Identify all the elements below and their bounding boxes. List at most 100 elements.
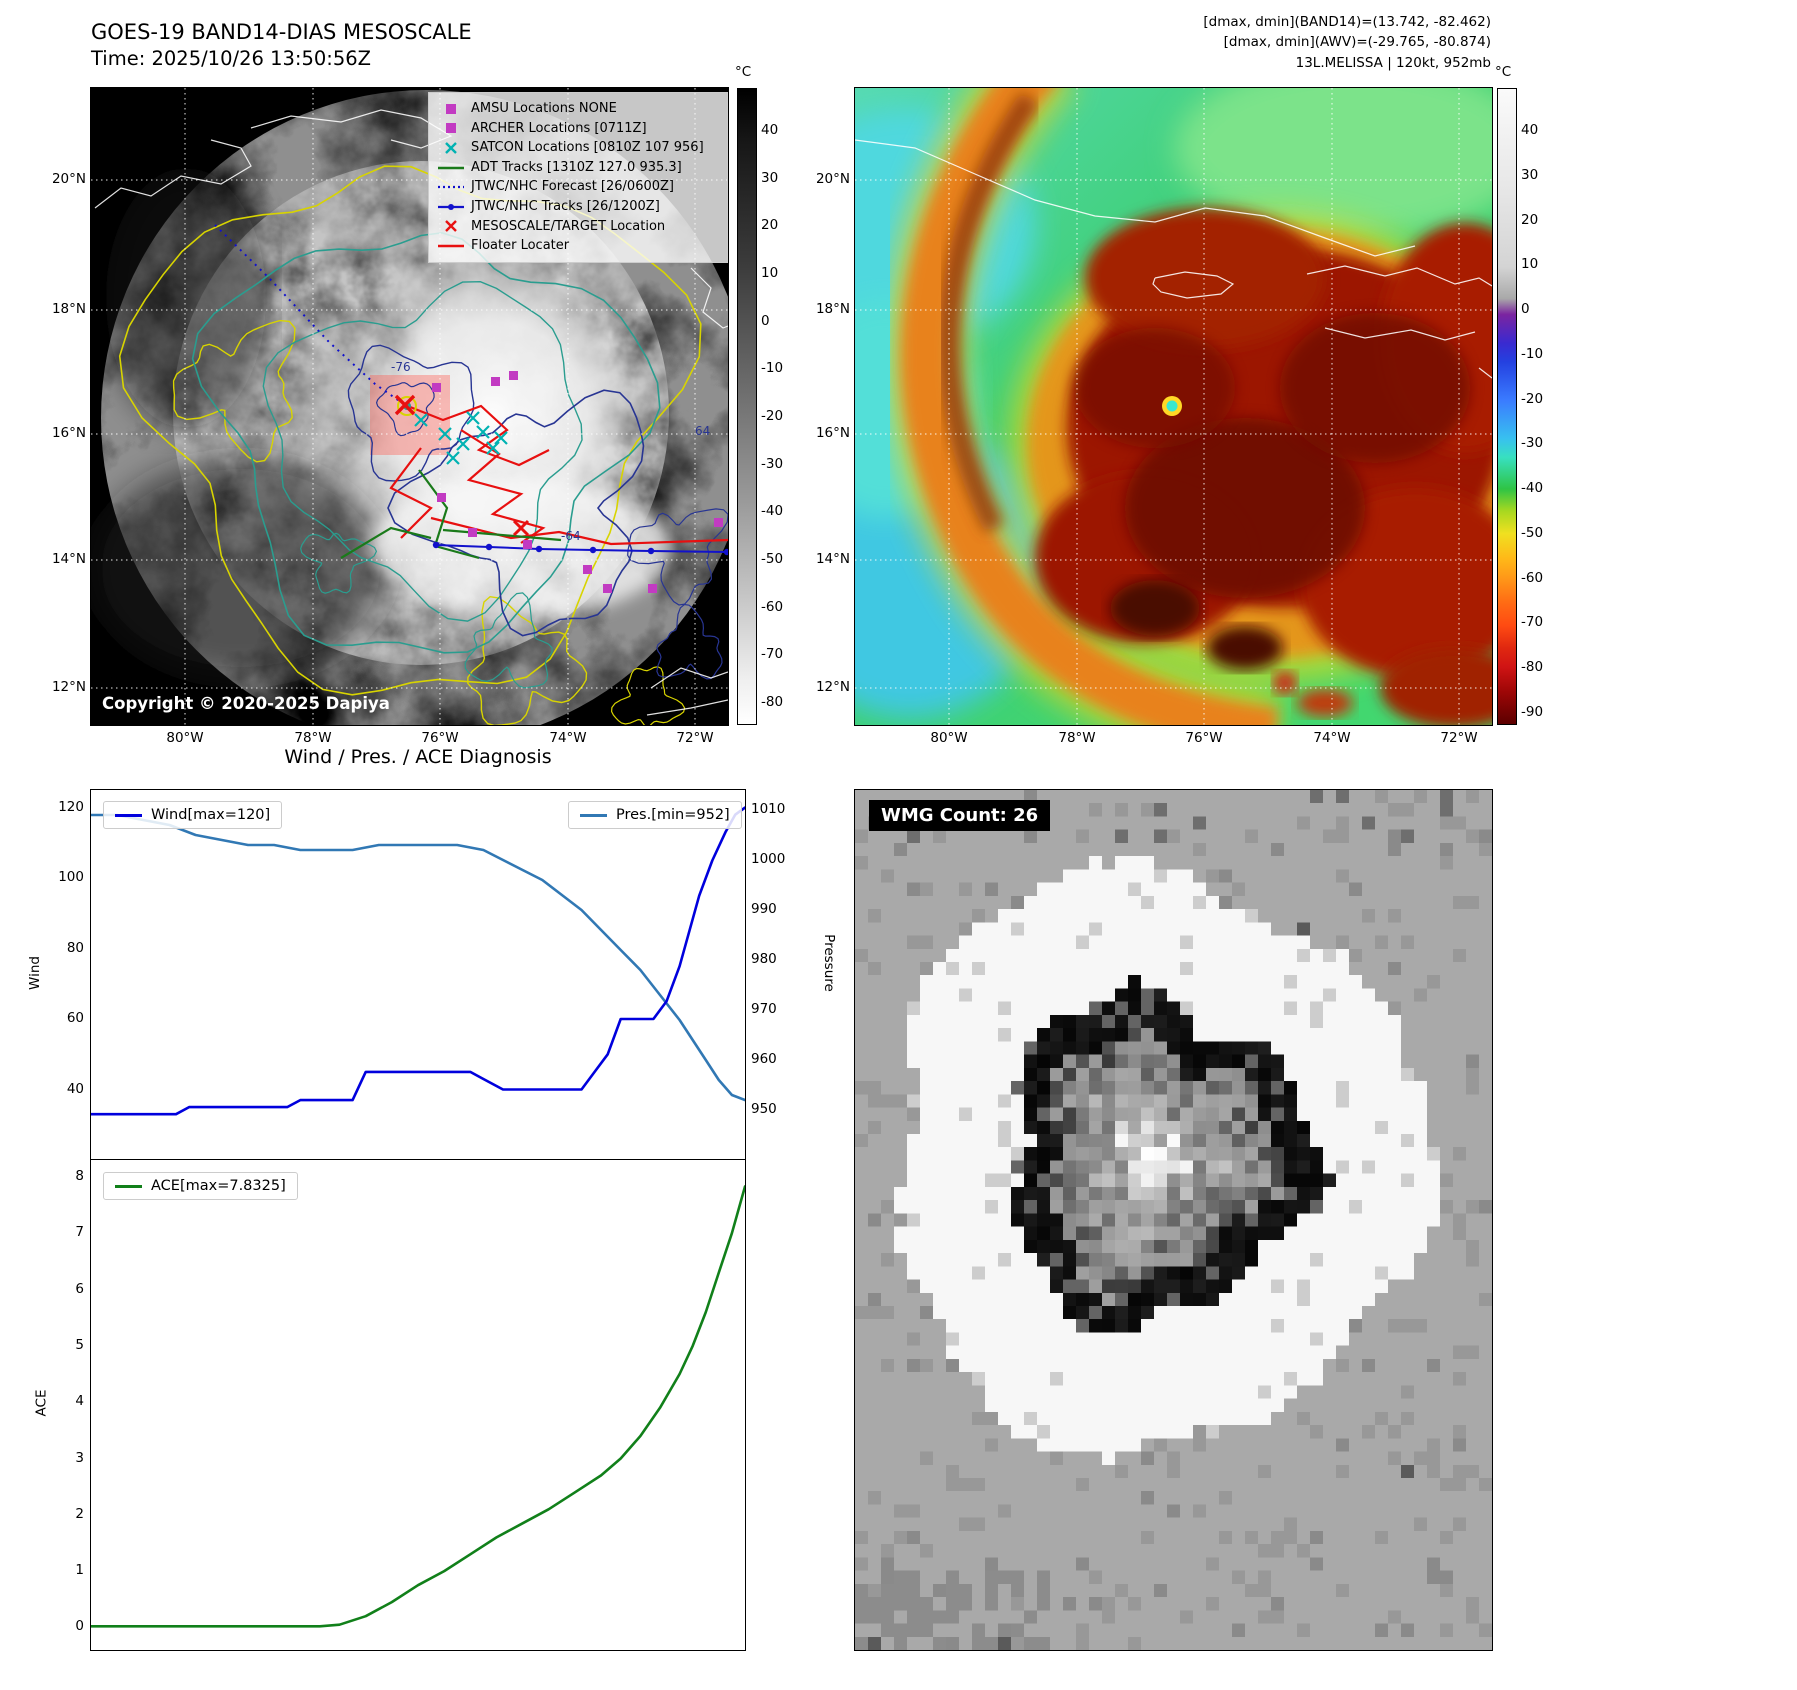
contour-label: 64 [695, 424, 710, 438]
awv-colorbar-tick: -50 [1521, 524, 1544, 541]
ace-ytick: 1 [75, 1562, 84, 1579]
band14-colorbar-tick: 20 [761, 217, 779, 234]
legend-item: ARCHER Locations [0711Z] [437, 119, 719, 139]
pressure-ytick: 970 [751, 1001, 777, 1017]
band14-colorbar-tick: -20 [761, 408, 784, 425]
wind-axis-label: Wind [26, 956, 43, 990]
line-marker-icon [437, 239, 465, 253]
wind-legend: Wind[max=120] [103, 801, 283, 829]
pressure-legend-label: Pres.[min=952] [616, 807, 730, 823]
wind-ytick: 80 [66, 939, 84, 956]
awv-colorbar-tick: -60 [1521, 569, 1544, 586]
pressure-ytick: 1000 [751, 851, 786, 867]
awv-colorbar-tick: -10 [1521, 345, 1544, 362]
awv-header: [dmax, dmin](BAND14)=(13.742, -82.462) [… [991, 12, 1491, 73]
coastlines [855, 139, 1492, 379]
legend-item: JTWC/NHC Tracks [26/1200Z] [437, 197, 719, 217]
ace-ytick: 3 [75, 1449, 84, 1466]
legend-label: JTWC/NHC Tracks [26/1200Z] [471, 198, 660, 214]
band14-colorbar-tick: -40 [761, 503, 784, 520]
pressure-ytick: 960 [751, 1051, 777, 1067]
storm-eye [1166, 400, 1178, 412]
dmax-dmin-awv-text: [dmax, dmin](AWV)=(-29.765, -80.874) [1223, 34, 1491, 51]
ace-chart [90, 1159, 746, 1651]
awv-colorbar-tick: 30 [1521, 166, 1539, 183]
legend-label: Floater Locater [471, 238, 570, 254]
awv-colorbar-tick: -90 [1521, 704, 1544, 720]
ace-ytick: 6 [75, 1280, 84, 1297]
legend-label: AMSU Locations NONE [471, 101, 617, 116]
legend-label: JTWC/NHC Forecast [26/0600Z] [471, 179, 674, 195]
line-marker-icon [437, 161, 465, 175]
ace-ytick: 5 [75, 1336, 84, 1353]
awv-colorbar-tick: -80 [1521, 659, 1544, 676]
ace-line-swatch-icon [115, 1184, 142, 1188]
band14-colorbar-tick: -80 [761, 694, 784, 711]
awv-colorbar-tick: 0 [1521, 301, 1530, 318]
contour-label: -76 [391, 360, 411, 374]
band14-panel-time: Time: 2025/10/26 13:50:56Z [91, 47, 372, 70]
awv-colorbar-tick: 10 [1521, 256, 1539, 273]
legend-item: JTWC/NHC Forecast [26/0600Z] [437, 177, 719, 197]
legend-item: AMSU Locations NONE [437, 99, 719, 119]
pressure-ytick: 990 [751, 901, 777, 917]
lat-tick-awv: 12°N [815, 679, 850, 695]
band14-colorbar-tick: -70 [761, 646, 784, 663]
band14-colorbar-tick: 40 [761, 122, 779, 138]
fix-location-markers [394, 371, 723, 593]
lon-tick-band14: 76°W [421, 730, 459, 746]
band14-colorbar-unit: °C [735, 64, 752, 80]
awv-colorbar-tick: -30 [1521, 435, 1544, 452]
pressure-ytick: 1010 [751, 801, 786, 817]
wind-line-swatch-icon [115, 813, 142, 817]
lon-tick-awv: 80°W [930, 730, 968, 746]
legend-item: SATCON Locations [0810Z 107 956] [437, 138, 719, 158]
awv-colorbar-tick: -20 [1521, 390, 1544, 407]
wind-legend-label: Wind[max=120] [151, 807, 271, 823]
storm-status-text: 13L.MELISSA | 120kt, 952mb [1295, 54, 1491, 71]
x-marker-icon [437, 219, 465, 233]
x-marker-icon [437, 141, 465, 155]
legend-item: ADT Tracks [1310Z 127.0 935.3] [437, 158, 719, 178]
band14-colorbar-tick: -60 [761, 598, 784, 615]
legend-label: ADT Tracks [1310Z 127.0 935.3] [471, 159, 682, 175]
lat-tick-band14: 14°N [51, 551, 86, 567]
lon-tick-band14: 78°W [294, 730, 332, 746]
lat-tick-band14: 20°N [51, 171, 86, 187]
ace-ytick: 7 [75, 1224, 84, 1241]
dotted-marker-icon [437, 180, 465, 194]
pressure-axis-label: Pressure [820, 934, 837, 992]
legend-item: MESOSCALE/TARGET Location [437, 217, 719, 237]
ace-ytick: 4 [75, 1393, 84, 1410]
contour-label: -64 [561, 529, 581, 543]
awv-colorbar-tick: -70 [1521, 614, 1544, 631]
lon-tick-awv: 76°W [1185, 730, 1223, 746]
wind-ytick: 60 [66, 1010, 84, 1027]
band14-panel-title: GOES-19 BAND14-DIAS MESOSCALE [91, 20, 472, 44]
copyright-watermark: Copyright © 2020-2025 Dapiya [102, 694, 390, 713]
ace-ytick: 0 [75, 1618, 84, 1635]
ace-legend: ACE[max=7.8325] [103, 1172, 298, 1200]
awv-colorbar [1497, 88, 1517, 725]
pressure-ytick: 980 [751, 951, 777, 967]
legend-item: Floater Locater [437, 236, 719, 256]
awv-colorbar-tick: 20 [1521, 211, 1539, 228]
band14-colorbar-tick: -50 [761, 551, 784, 568]
line-dot-marker-icon [437, 200, 465, 214]
band14-colorbar-tick: -10 [761, 360, 784, 377]
map-legend: AMSU Locations NONE ARCHER Locations [071… [428, 92, 728, 263]
lat-tick-awv: 20°N [815, 171, 850, 187]
band14-colorbar-tick: -30 [761, 455, 784, 472]
square-marker-icon [437, 121, 465, 135]
lat-tick-awv: 14°N [815, 551, 850, 567]
lat-tick-band14: 16°N [51, 425, 86, 441]
wind-pressure-chart [90, 789, 746, 1161]
band14-colorbar [737, 88, 757, 725]
legend-label: ARCHER Locations [0711Z] [471, 120, 647, 136]
legend-label: MESOSCALE/TARGET Location [471, 218, 666, 234]
wind-ytick: 100 [58, 869, 84, 886]
awv-colorbar-unit: °C [1495, 64, 1512, 80]
diagnosis-title: Wind / Pres. / ACE Diagnosis [284, 746, 552, 768]
latlon-grid [855, 88, 1492, 725]
